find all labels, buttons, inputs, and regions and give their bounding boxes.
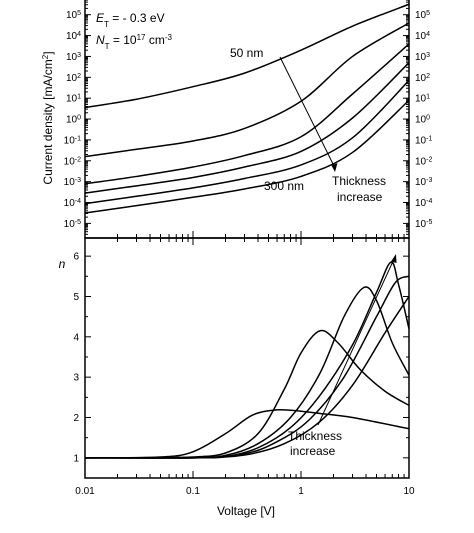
bottom-plot-frame [84, 237, 410, 479]
bottom-y-axis-title: n [59, 257, 66, 271]
top-curve-2 [84, 22, 410, 158]
top-y-tick-label-left: 100 [66, 114, 81, 126]
bottom-curves [84, 261, 410, 459]
bottom-thickness-arrowhead [391, 254, 397, 263]
top-y-tick-label-right: 10-2 [415, 156, 432, 168]
bottom-curve-5 [84, 275, 410, 459]
bottom-y-tick-label: 4 [73, 332, 79, 343]
bottom-thickness-label-line2: increase [290, 444, 336, 458]
top-y-tick-label-left: 102 [66, 72, 81, 84]
top-y-tick-label-left: 10-2 [64, 156, 81, 168]
top-y-tick-label-right: 105 [415, 10, 430, 22]
top-y-tick-label-right: 103 [415, 51, 430, 63]
x-tick-label: 1 [298, 486, 304, 497]
bottom-thickness-arrow [317, 258, 395, 426]
top-y-tick-label-left: 103 [66, 51, 81, 63]
top-y-tick-label-left: 104 [66, 31, 81, 43]
top-y-tick-label-right: 10-4 [415, 198, 432, 210]
top-y-tick-label-left: 10-3 [64, 177, 81, 189]
bottom-y-tick-label: 1 [73, 453, 79, 464]
top-y-tick-label-right: 10-3 [415, 177, 432, 189]
et-annotation: ET = - 0.3 eV [96, 11, 165, 29]
top-y-tick-label-left: 10-4 [64, 198, 81, 210]
top-y-tick-label-right: 10-1 [415, 135, 432, 147]
bottom-curve-6 [84, 296, 410, 459]
top-curve-5 [84, 79, 410, 205]
bottom-curve-2 [84, 329, 410, 459]
top-y-tick-label-right: 101 [415, 93, 430, 105]
bottom-y-tick-label: 5 [73, 292, 79, 303]
top-y-tick-label-right: 100 [415, 114, 430, 126]
x-tick-label: 0.1 [186, 486, 200, 497]
top-y-tick-label-left: 105 [66, 10, 81, 22]
label-300nm: 300 nm [264, 179, 304, 193]
top-y-tick-label-left: 101 [66, 93, 81, 105]
ideality-factor-panel: 1 2 3 4 5 6 0.01 0.1 1 10 n Voltage [V] Thickness… [59, 237, 415, 518]
nt-annotation: NT = 1017 cm-3 [96, 33, 173, 51]
bottom-y-tick-label: 3 [73, 373, 79, 384]
top-thickness-arrowhead [331, 163, 338, 172]
top-y-axis-title: Current density [mA/cm2] [41, 51, 56, 184]
x-axis-title: Voltage [V] [217, 504, 275, 518]
label-50nm: 50 nm [230, 46, 263, 60]
top-curve-1 [84, 3, 410, 109]
bottom-y-tick-label: 2 [73, 413, 79, 424]
top-thickness-arrow [279, 56, 336, 169]
top-curve-3 [84, 43, 410, 185]
top-y-tick-label-right: 10-5 [415, 218, 432, 230]
top-y-tick-label-left: 10-1 [64, 135, 81, 147]
x-tick-label: 10 [403, 486, 415, 497]
top-thickness-label-line1: Thickness [332, 174, 386, 188]
bottom-curve-4 [84, 261, 410, 459]
top-y-tick-label-right: 102 [415, 72, 430, 84]
x-tick-label: 0.01 [75, 486, 95, 497]
top-curve-6 [84, 99, 410, 214]
bottom-thickness-label-line1: Thickness [288, 429, 342, 443]
top-y-tick-label-right: 104 [415, 31, 430, 43]
top-curves [84, 3, 410, 214]
top-y-tick-label-left: 10-5 [64, 218, 81, 230]
bottom-axis-ticks: 1 2 3 4 5 6 0.01 0.1 1 10 [73, 238, 415, 497]
top-axis-ticks: 10-5 10-5 10-4 10-4 10-3 10-3 10-2 10-2 10-1 10-1… [64, 0, 432, 239]
bottom-y-tick-label: 6 [73, 252, 79, 263]
top-thickness-label-line2: increase [337, 190, 383, 204]
top-curve-4 [84, 62, 410, 194]
bottom-curve-1 [84, 408, 410, 459]
current-density-panel: 10-5 10-5 10-4 10-4 10-3 10-3 10-2 10-2 10-1 10-1… [41, 0, 432, 239]
